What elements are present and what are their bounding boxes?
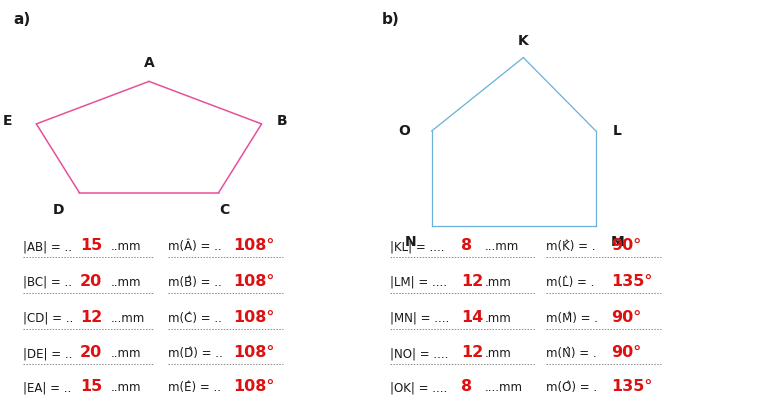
Text: 12: 12 — [461, 274, 483, 289]
Text: ..mm: ..mm — [111, 381, 141, 394]
Text: 12: 12 — [461, 345, 483, 360]
Text: |LM| = ....: |LM| = .... — [390, 276, 447, 289]
Text: m(K̂) = .: m(K̂) = . — [546, 240, 596, 253]
Text: A: A — [144, 56, 154, 70]
Text: N: N — [405, 235, 416, 249]
Text: .mm: .mm — [485, 276, 512, 289]
Text: 90°: 90° — [611, 310, 642, 325]
Text: |BC| = ..: |BC| = .. — [23, 276, 72, 289]
Text: ....mm: ....mm — [485, 381, 523, 394]
Text: D: D — [53, 202, 64, 217]
Text: 108°: 108° — [233, 345, 274, 360]
Text: .mm: .mm — [485, 347, 512, 360]
Text: m(B̂) = ..: m(B̂) = .. — [168, 276, 222, 289]
Text: |CD| = ..: |CD| = .. — [23, 312, 73, 325]
Text: 135°: 135° — [611, 379, 652, 394]
Text: ..mm: ..mm — [111, 276, 141, 289]
Text: M: M — [611, 235, 625, 249]
Text: C: C — [219, 202, 229, 217]
Text: |NO| = ....: |NO| = .... — [390, 347, 448, 360]
Text: m(L̂) = .: m(L̂) = . — [546, 276, 594, 289]
Text: ...mm: ...mm — [485, 240, 520, 253]
Text: 15: 15 — [80, 379, 102, 394]
Text: m(Â) = ..: m(Â) = .. — [168, 240, 222, 253]
Text: 108°: 108° — [233, 238, 274, 253]
Text: 108°: 108° — [233, 379, 274, 394]
Text: E: E — [2, 114, 12, 128]
Text: ...mm: ...mm — [111, 312, 145, 325]
Text: 14: 14 — [461, 310, 483, 325]
Text: |OK| = ....: |OK| = .... — [390, 381, 447, 394]
Text: |AB| = ..: |AB| = .. — [23, 240, 72, 253]
Text: B: B — [277, 114, 287, 128]
Text: |KL| = ....: |KL| = .... — [390, 240, 444, 253]
Text: 108°: 108° — [233, 310, 274, 325]
Text: 90°: 90° — [611, 238, 642, 253]
Text: ..mm: ..mm — [111, 347, 141, 360]
Text: m(M̂) = .: m(M̂) = . — [546, 312, 598, 325]
Text: O: O — [398, 124, 410, 138]
Text: 90°: 90° — [611, 345, 642, 360]
Text: m(Ê) = ..: m(Ê) = .. — [168, 381, 221, 394]
Text: ..mm: ..mm — [111, 240, 141, 253]
Text: 108°: 108° — [233, 274, 274, 289]
Text: b): b) — [382, 12, 400, 27]
Text: |MN| = ....: |MN| = .... — [390, 312, 449, 325]
Text: 8: 8 — [461, 238, 472, 253]
Text: 20: 20 — [80, 345, 102, 360]
Text: .mm: .mm — [485, 312, 512, 325]
Text: |DE| = ..: |DE| = .. — [23, 347, 73, 360]
Text: 8: 8 — [461, 379, 472, 394]
Text: K: K — [518, 34, 529, 48]
Text: 135°: 135° — [611, 274, 652, 289]
Text: m(D̂) = ..: m(D̂) = .. — [168, 347, 223, 360]
Text: m(N̂) = .: m(N̂) = . — [546, 347, 597, 360]
Text: L: L — [613, 124, 622, 138]
Text: m(Ĉ) = ..: m(Ĉ) = .. — [168, 312, 222, 325]
Text: m(Ô) = .: m(Ô) = . — [546, 381, 597, 394]
Text: a): a) — [14, 12, 31, 27]
Text: 12: 12 — [80, 310, 102, 325]
Text: 15: 15 — [80, 238, 102, 253]
Text: |EA| = ..: |EA| = .. — [23, 381, 71, 394]
Text: 20: 20 — [80, 274, 102, 289]
